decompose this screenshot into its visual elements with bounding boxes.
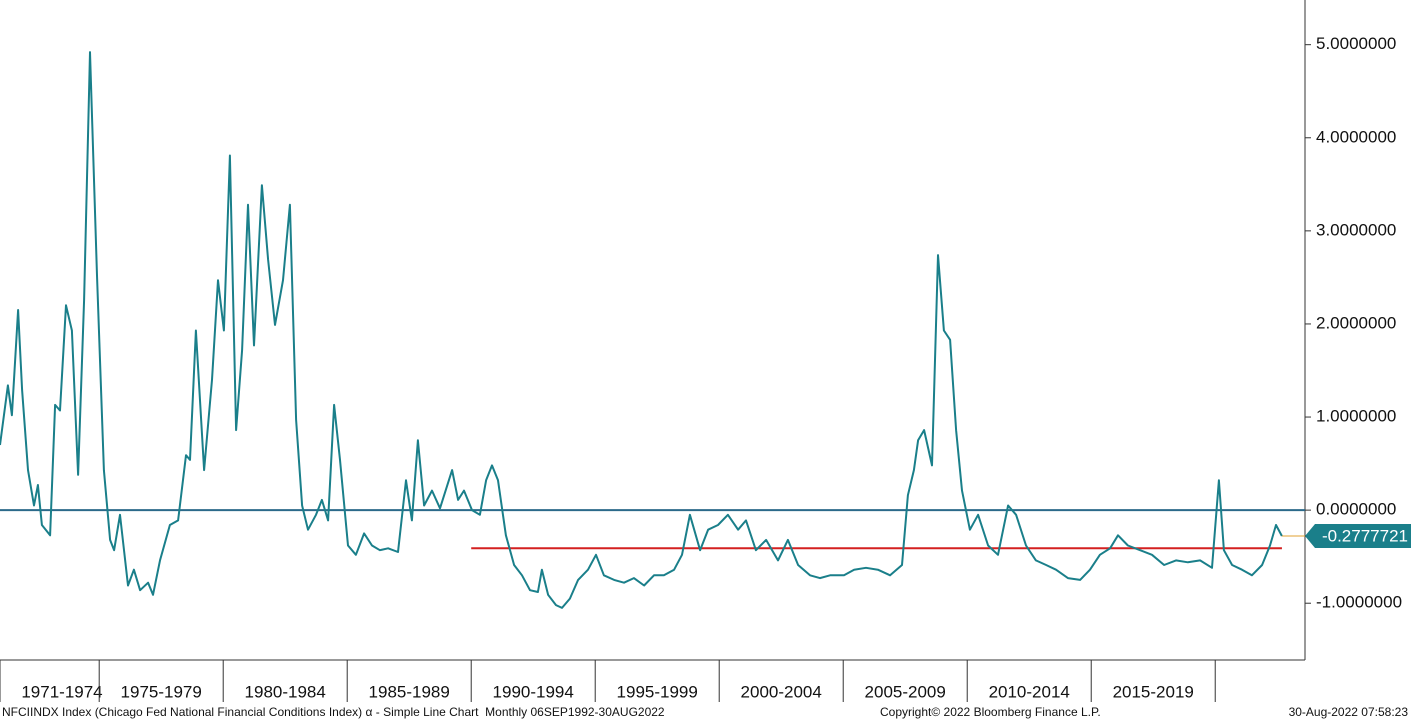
y-tick-label: 2.0000000 xyxy=(1316,313,1396,332)
x-tick-label: 2000-2004 xyxy=(741,682,822,701)
x-tick-label: 2015-2019 xyxy=(1113,682,1194,701)
y-tick-label: 3.0000000 xyxy=(1316,220,1396,239)
last-value-label: -0.2777721 xyxy=(1322,526,1408,545)
last-value-box xyxy=(1305,523,1411,548)
y-tick-label: 1.0000000 xyxy=(1316,407,1396,426)
y-tick-label: 0.0000000 xyxy=(1316,500,1396,519)
x-tick-label: 2005-2009 xyxy=(865,682,946,701)
footer-copyright: Copyright© 2022 Bloomberg Finance L.P. xyxy=(880,705,1101,719)
x-tick-label: 1990-1994 xyxy=(493,682,574,701)
x-tick-label: 1995-1999 xyxy=(617,682,698,701)
footer-description: NFCIINDX Index (Chicago Fed National Fin… xyxy=(2,705,665,719)
y-tick-label: 4.0000000 xyxy=(1316,127,1396,146)
x-tick-label: 2010-2014 xyxy=(989,682,1070,701)
series-line xyxy=(0,51,1283,609)
y-tick-label: -1.0000000 xyxy=(1316,593,1402,612)
x-tick-label: 1971-1974 xyxy=(21,682,102,701)
x-tick-label: 1985-1989 xyxy=(369,682,450,701)
y-tick-label: 5.0000000 xyxy=(1316,34,1396,53)
x-tick-label: 1980-1984 xyxy=(245,682,326,701)
x-tick-label: 1975-1979 xyxy=(121,682,202,701)
footer-timestamp: 30-Aug-2022 07:58:23 xyxy=(1289,705,1409,719)
